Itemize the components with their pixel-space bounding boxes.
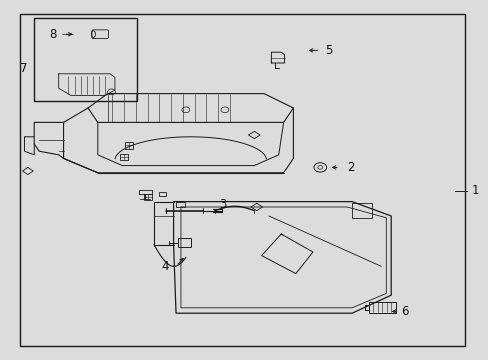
Text: 5: 5 [325,44,332,57]
Text: 6: 6 [400,305,407,318]
Text: 7: 7 [20,62,27,75]
Text: 2: 2 [346,161,354,174]
Bar [124,142,133,149]
Text: 8: 8 [49,28,56,41]
Bar [159,192,166,196]
Text: 4: 4 [161,260,168,273]
Bar [144,194,152,200]
Bar [34,18,137,101]
Bar [368,302,395,313]
Text: 1: 1 [471,184,478,197]
Bar [120,154,127,160]
Text: 3: 3 [218,198,226,211]
Bar [178,238,190,247]
Bar [351,203,371,218]
Bar [176,202,184,207]
